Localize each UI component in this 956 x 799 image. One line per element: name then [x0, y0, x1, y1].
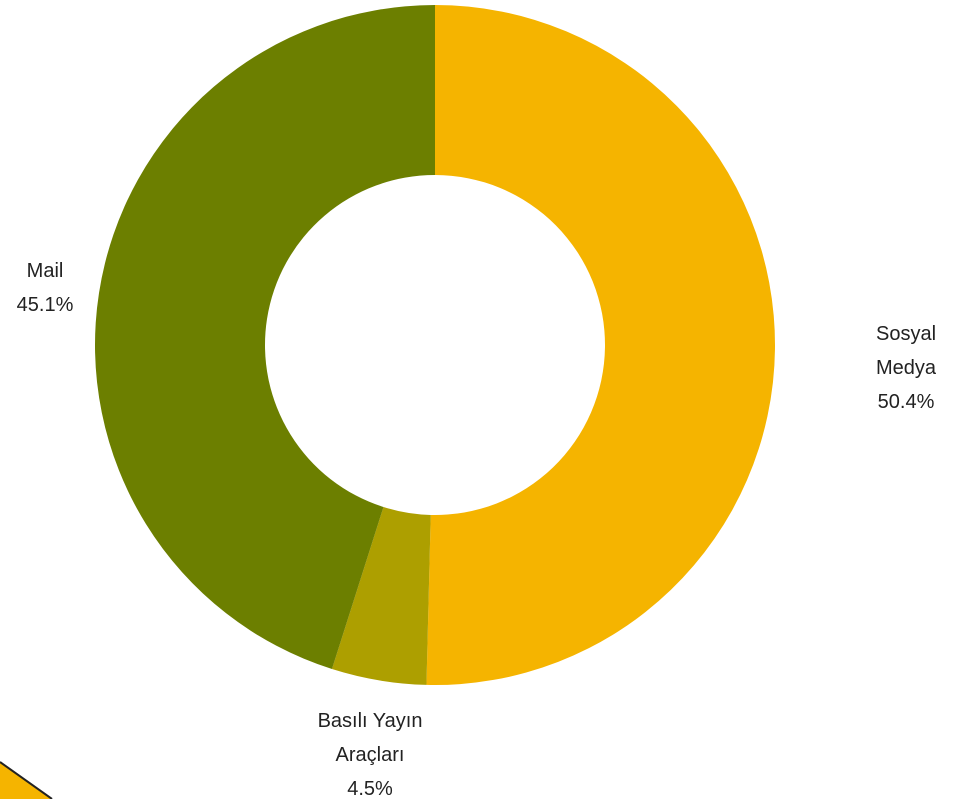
slice-label-2: Mail 45.1%	[17, 260, 74, 316]
corner-stripe-edge	[0, 761, 53, 799]
slice-value-label: 50.4%	[878, 391, 935, 413]
slice-value-label: 45.1%	[17, 294, 74, 316]
slice-name-label: Mail	[27, 260, 64, 282]
donut-slice-1	[331, 507, 431, 685]
slice-name-label: Sosyal	[876, 323, 936, 345]
donut-slice-2	[94, 5, 436, 670]
slice-label-1: Basılı Yayın Araçları 4.5%	[318, 710, 423, 799]
slice-labels: Sosyal Medya 50.4% Basılı Yayın Araçları 4.5%…	[17, 260, 937, 799]
slice-name-label: Basılı Yayın	[318, 710, 423, 732]
donut-slices	[94, 5, 775, 685]
slice-name-label: Araçları	[336, 744, 405, 766]
corner-stripe-decoration	[0, 761, 53, 799]
slice-name-label: Medya	[876, 357, 937, 379]
donut-slice-0	[426, 5, 775, 685]
slice-value-label: 4.5%	[347, 778, 393, 799]
slice-label-0: Sosyal Medya 50.4%	[876, 323, 937, 413]
